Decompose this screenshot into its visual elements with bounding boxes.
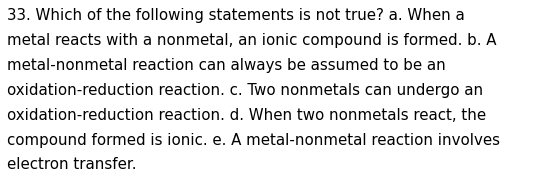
Text: oxidation-reduction reaction. d. When two nonmetals react, the: oxidation-reduction reaction. d. When tw… bbox=[7, 108, 487, 123]
Text: oxidation-reduction reaction. c. Two nonmetals can undergo an: oxidation-reduction reaction. c. Two non… bbox=[7, 83, 483, 98]
Text: metal reacts with a nonmetal, an ionic compound is formed. b. A: metal reacts with a nonmetal, an ionic c… bbox=[7, 33, 497, 48]
Text: compound formed is ionic. e. A metal-nonmetal reaction involves: compound formed is ionic. e. A metal-non… bbox=[7, 133, 501, 148]
Text: electron transfer.: electron transfer. bbox=[7, 157, 137, 172]
Text: 33. Which of the following statements is not true? a. When a: 33. Which of the following statements is… bbox=[7, 8, 465, 24]
Text: metal-nonmetal reaction can always be assumed to be an: metal-nonmetal reaction can always be as… bbox=[7, 58, 446, 73]
